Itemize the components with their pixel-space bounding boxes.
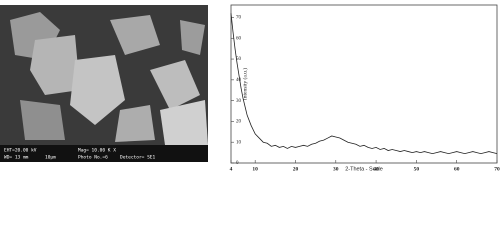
particle bbox=[110, 15, 160, 55]
particle bbox=[160, 100, 208, 145]
particle bbox=[70, 55, 125, 125]
y-tick-label: 70 bbox=[236, 16, 242, 21]
particle bbox=[150, 60, 200, 110]
y-tick-label: 30 bbox=[236, 99, 242, 104]
data-line bbox=[230, 13, 498, 155]
info-text: 10μm bbox=[45, 155, 56, 161]
x-tick-label: 30 bbox=[333, 166, 339, 172]
x-tick-label: 10 bbox=[252, 166, 258, 172]
particle bbox=[180, 20, 205, 55]
y-tick-label: 20 bbox=[236, 120, 242, 125]
info-text: Mag= 10.00 K X bbox=[78, 148, 116, 154]
y-tick-label: 10 bbox=[236, 140, 242, 145]
y-tick-label: 60 bbox=[236, 36, 242, 41]
info-text: Photo No.=6 bbox=[78, 155, 108, 161]
y-tick-label: 40 bbox=[236, 78, 242, 83]
particle bbox=[30, 35, 80, 95]
particle bbox=[20, 100, 65, 140]
info-text: EHT=20.00 kV bbox=[4, 148, 37, 154]
particle bbox=[115, 105, 155, 142]
x-axis-label: 2-Theta - Scale bbox=[345, 166, 383, 172]
plot-frame bbox=[230, 4, 498, 164]
x-tick-label: 70 bbox=[494, 166, 500, 172]
y-tick-label: 0 bbox=[236, 161, 239, 166]
y-axis-label: Intensity (a.u.) bbox=[241, 68, 248, 100]
x-tick-label: 40 bbox=[373, 166, 379, 172]
info-text: WD= 13 mm bbox=[4, 155, 29, 161]
info-text: Detector= SE1 bbox=[120, 155, 156, 161]
chart: 0 10 20 30 40 50 60 70 4 10 20 30 40 50 60 70 2-Theta - … bbox=[230, 4, 500, 172]
x-tick-label: 4 bbox=[230, 166, 233, 172]
x-tick-label: 20 bbox=[293, 166, 299, 172]
x-tick-label: 60 bbox=[454, 166, 460, 172]
info-bar bbox=[0, 145, 208, 162]
y-tick-label: 50 bbox=[236, 57, 242, 62]
x-tick-label: 50 bbox=[414, 166, 420, 172]
